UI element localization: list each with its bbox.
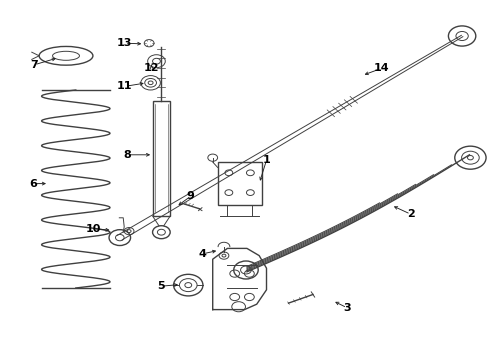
Text: 5: 5 <box>157 281 165 291</box>
Text: 3: 3 <box>343 303 350 313</box>
Text: 6: 6 <box>29 179 37 189</box>
Text: 4: 4 <box>199 249 206 259</box>
Text: 10: 10 <box>85 224 101 234</box>
Text: 1: 1 <box>262 155 270 165</box>
Text: 12: 12 <box>143 63 159 73</box>
Text: 7: 7 <box>30 60 38 70</box>
Text: 14: 14 <box>373 63 388 73</box>
Text: 11: 11 <box>117 81 132 91</box>
Bar <box>152 101 170 216</box>
Text: 9: 9 <box>186 191 194 201</box>
Bar <box>217 162 261 205</box>
Text: 13: 13 <box>117 38 132 48</box>
Text: 2: 2 <box>406 209 414 219</box>
Text: 8: 8 <box>123 150 131 160</box>
